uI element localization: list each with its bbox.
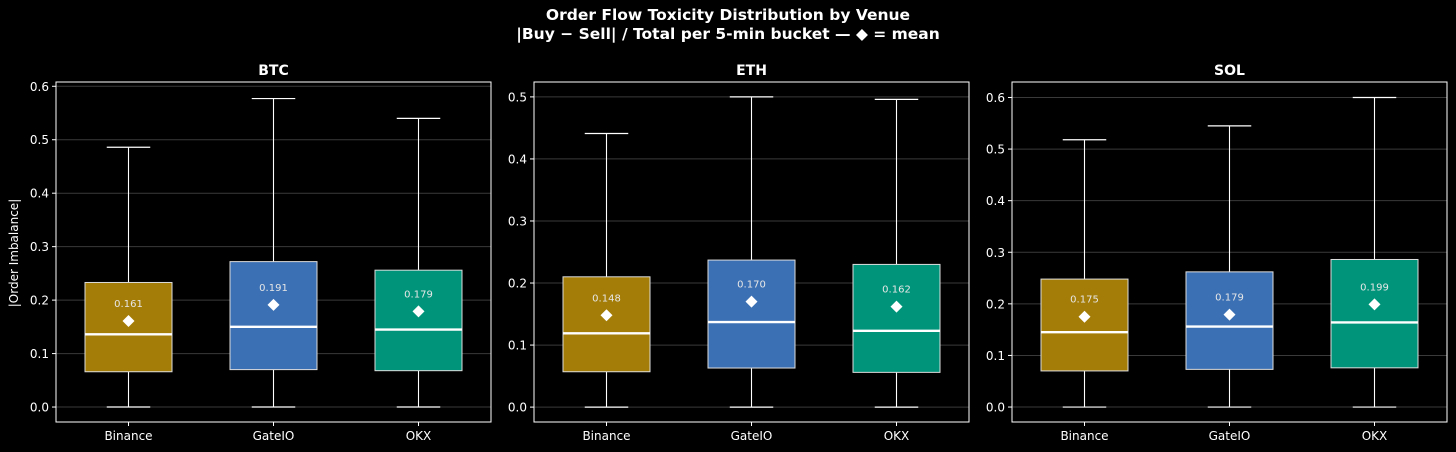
mean-label: 0.199	[1360, 282, 1389, 293]
y-tick-label: 0.6	[986, 91, 1005, 105]
box-okx: 0.162	[852, 98, 941, 408]
mean-marker	[745, 295, 758, 308]
iqr-box	[1040, 278, 1129, 372]
panel-title: ETH	[736, 63, 767, 79]
y-tick-label: 0.3	[30, 240, 49, 254]
mean-label: 0.170	[737, 280, 766, 291]
mean-label: 0.161	[114, 299, 143, 310]
x-tick-label: GateIO	[731, 429, 773, 443]
panel-btc: 0.0 0.1 0.2 0.3 0.4 0.5 0.6 BTC 0.161 0.191 0.179 B…	[30, 63, 492, 443]
panel-title: SOL	[1214, 63, 1245, 79]
y-tick-label: 0.2	[986, 297, 1005, 311]
mean-marker	[1223, 308, 1236, 321]
x-tick-label: GateIO	[253, 429, 295, 443]
y-tick-label: 0.0	[508, 401, 527, 415]
y-tick-label: 0.5	[508, 90, 527, 104]
chart-title: Order Flow Toxicity Distribution by Venu…	[0, 6, 1456, 44]
y-tick-label: 0.2	[30, 294, 49, 308]
panel-eth: 0.0 0.1 0.2 0.3 0.4 0.5 ETH 0.148 0.170 0.162 Bina…	[508, 63, 970, 443]
mean-marker	[1368, 298, 1381, 311]
y-tick-label: 0.1	[508, 339, 527, 353]
box-okx: 0.179	[374, 117, 463, 408]
mean-label: 0.179	[1215, 293, 1244, 304]
box-gateio: 0.170	[707, 96, 796, 408]
iqr-box	[707, 259, 796, 369]
x-tick-label: OKX	[884, 429, 910, 443]
mean-marker	[267, 298, 280, 311]
y-tick-label: 0.1	[986, 349, 1005, 363]
box-binance: 0.148	[562, 132, 651, 408]
mean-label: 0.191	[259, 283, 288, 294]
y-axis-label: |Order Imbalance|	[7, 198, 21, 308]
iqr-box	[229, 261, 318, 371]
chart-title-line1: Order Flow Toxicity Distribution by Venu…	[545, 6, 911, 24]
y-tick-label: 0.2	[508, 277, 527, 291]
box-gateio: 0.179	[1185, 125, 1274, 408]
y-tick-label: 0.4	[986, 194, 1005, 208]
y-tick-label: 0.1	[30, 347, 49, 361]
mean-marker	[412, 305, 425, 318]
x-tick-label: Binance	[1060, 429, 1108, 443]
y-tick-label: 0.3	[508, 214, 527, 228]
mean-marker	[600, 309, 613, 322]
iqr-box	[84, 281, 173, 373]
y-tick-label: 0.4	[30, 187, 49, 201]
y-tick-label: 0.4	[508, 152, 527, 166]
y-tick-label: 0.6	[30, 80, 49, 94]
panel-sol: 0.0 0.1 0.2 0.3 0.4 0.5 0.6 SOL 0.175 0.179 0.199 B…	[986, 63, 1448, 443]
axes-frame	[1011, 81, 1448, 423]
box-okx: 0.199	[1330, 96, 1419, 408]
mean-marker	[122, 314, 135, 327]
axes-frame	[55, 81, 492, 423]
mean-label: 0.148	[592, 293, 621, 304]
panel-title: BTC	[258, 63, 289, 79]
x-tick-label: Binance	[582, 429, 630, 443]
y-tick-label: 0.5	[30, 133, 49, 147]
iqr-box	[1330, 258, 1419, 369]
x-tick-label: Binance	[104, 429, 152, 443]
chart-subtitle: |Buy − Sell| / Total per 5-min bucket — …	[516, 25, 940, 43]
box-binance: 0.161	[84, 146, 173, 408]
iqr-box	[852, 263, 941, 373]
iqr-box	[374, 269, 463, 372]
mean-marker	[1078, 310, 1091, 323]
x-tick-label: OKX	[406, 429, 432, 443]
mean-label: 0.175	[1070, 295, 1099, 306]
y-tick-label: 0.0	[30, 401, 49, 415]
mean-label: 0.179	[404, 289, 433, 300]
x-tick-label: GateIO	[1209, 429, 1251, 443]
x-tick-label: OKX	[1362, 429, 1388, 443]
y-tick-label: 0.0	[986, 401, 1005, 415]
mean-marker	[890, 300, 903, 313]
iqr-box	[562, 276, 651, 373]
y-tick-label: 0.3	[986, 246, 1005, 260]
y-tick-label: 0.5	[986, 143, 1005, 157]
axes-frame	[533, 81, 970, 423]
box-gateio: 0.191	[229, 97, 318, 408]
mean-label: 0.162	[882, 285, 911, 296]
box-binance: 0.175	[1040, 139, 1129, 408]
